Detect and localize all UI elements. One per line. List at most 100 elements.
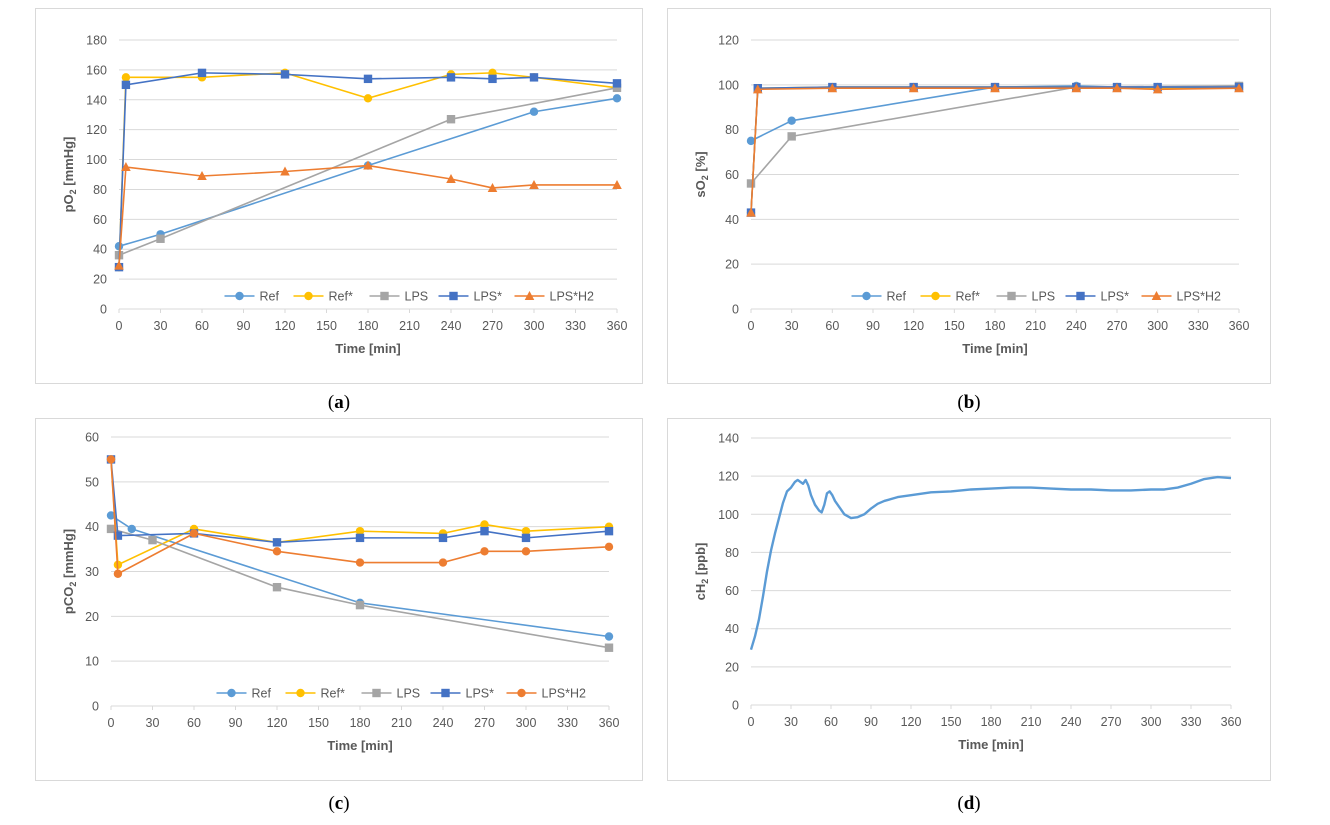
- chart-c-x-tick: 60: [187, 716, 201, 730]
- chart-a-x-tick: 90: [237, 319, 251, 333]
- chart-d-x-tick: 270: [1101, 715, 1122, 729]
- chart-c-point-lps: [148, 535, 157, 545]
- chart-c-x-tick: 330: [557, 716, 578, 730]
- chart-b-y-tick: 80: [725, 123, 739, 137]
- chart-b-y-tick: 120: [718, 34, 739, 48]
- chart-d-x-tick: 330: [1181, 715, 1202, 729]
- chart-a-y-tick: 60: [93, 213, 107, 227]
- chart-d-svg: 0 20 40 60 80 100 120 140 0 30 60 90 120 150 180 210 240…: [667, 418, 1271, 781]
- caption-d-letter: d: [963, 793, 975, 814]
- chart-c-point-ref: [604, 632, 614, 641]
- chart-b-svg: 0 20 40 60 80 100 120 0 30 60 90 120 150 180 210 240 270…: [667, 8, 1271, 384]
- chart-c-legend-item-lps-star: LPS*: [430, 687, 494, 701]
- chart-c-x-tick: 150: [308, 716, 329, 730]
- chart-a-legend-item-ref: Ref: [224, 290, 279, 304]
- chart-a-x-tick: 180: [358, 319, 379, 333]
- chart-a-legend-item-ref-star: Ref*: [293, 290, 353, 304]
- chart-a-frame: [35, 8, 643, 384]
- chart-a-x-tick: 150: [316, 319, 337, 333]
- chart-b-legend-label-lps-starh2: LPS*H2: [1177, 290, 1222, 304]
- chart-c-point-lps: [272, 582, 282, 592]
- chart-c-y-tick: 20: [85, 610, 99, 624]
- chart-a-y-tick: 180: [86, 34, 107, 48]
- chart-a-point-lps-starh2: [363, 160, 373, 170]
- chart-c-x-tick: 180: [350, 716, 371, 730]
- chart-c-point-ref: [106, 511, 116, 520]
- chart-b-x-tick: 30: [785, 319, 799, 333]
- chart-c-legend-marker-ref-star: [296, 688, 305, 698]
- chart-c-point-lps-starh2: [480, 547, 489, 556]
- chart-c-x-tick: 120: [267, 716, 288, 730]
- chart-c-point-lps-star: [480, 526, 489, 536]
- chart-a-point-lps-starh2: [446, 173, 456, 183]
- chart-a-x-tick: 360: [607, 319, 628, 333]
- chart-c-point-lps-star: [438, 533, 448, 543]
- chart-b-legend-marker-ref: [862, 291, 871, 301]
- chart-a-legend-marker-ref: [235, 291, 244, 301]
- caption-b: (b): [957, 392, 980, 414]
- chart-c-y-tick: 10: [85, 655, 99, 669]
- chart-c-x-tick: 0: [108, 716, 115, 730]
- chart-c-x-axis-title: Time [min]: [327, 738, 393, 753]
- chart-a-y-tick: 140: [86, 93, 107, 107]
- chart-c-y-axis-title: pCO2 [mmHg]: [61, 529, 78, 614]
- chart-b-point-lps: [787, 132, 796, 141]
- chart-c-point-lps-starh2: [106, 455, 116, 464]
- chart-c-y-tick: 60: [85, 431, 99, 445]
- chart-a-point-ref: [529, 107, 539, 116]
- chart-c-point-lps-star: [272, 538, 282, 547]
- chart-b-y-tick: 100: [718, 78, 739, 92]
- chart-a-point-lps-starh2: [121, 162, 131, 172]
- chart-a-x-tick: 210: [399, 319, 420, 333]
- chart-b-legend-marker-lps-starh2: [1151, 291, 1162, 300]
- chart-d-y-axis-title: cH2 [ppb]: [693, 543, 710, 601]
- chart-a-point-ref-star: [121, 73, 131, 82]
- chart-b-point-lps-starh2: [1071, 83, 1082, 93]
- chart-c-legend-item-ref: Ref: [216, 687, 271, 701]
- chart-b-x-tick: 150: [944, 319, 965, 333]
- chart-a-point-lps-starh2: [197, 170, 207, 180]
- chart-c-y-tick: 50: [85, 475, 99, 489]
- chart-a-y-tick: 40: [93, 243, 107, 257]
- chart-a-legend-label-lps: LPS: [405, 290, 429, 304]
- caption-a-open: (: [327, 392, 335, 413]
- chart-c-legend-item-lps-starh2: LPS*H2: [506, 687, 586, 701]
- chart-a-x-tick: 0: [116, 319, 123, 333]
- chart-a-y-tick: 100: [86, 153, 107, 167]
- chart-c-point-lps: [355, 600, 365, 610]
- chart-c-x-tick: 210: [391, 716, 412, 730]
- chart-d-y-tick: 100: [718, 508, 739, 522]
- chart-a-legend-marker-ref-star: [304, 291, 313, 301]
- chart-c-point-lps-star: [355, 533, 365, 543]
- caption-b-open: (: [957, 392, 964, 413]
- chart-c-x-tick: 270: [474, 716, 495, 730]
- chart-b-legend-marker-lps: [1007, 291, 1016, 301]
- chart-c-point-lps-starh2: [521, 547, 531, 556]
- chart-a-point-lps-star: [446, 73, 456, 82]
- chart-b-point-lps-starh2: [827, 83, 838, 93]
- chart-a-legend-item-lps-star: LPS*: [438, 290, 502, 304]
- chart-b-legend-marker-lps-star: [1076, 291, 1085, 301]
- chart-a-legend-item-lps: LPS: [369, 290, 429, 304]
- chart-c-legend-item-ref-star: Ref*: [285, 687, 345, 701]
- chart-c-point-ref: [127, 524, 136, 534]
- chart-b-point-ref: [746, 136, 756, 146]
- chart-a-point-lps-star: [488, 74, 497, 84]
- chart-b-x-tick: 90: [866, 319, 880, 333]
- chart-b-y-tick: 60: [725, 168, 739, 182]
- chart-c-point-lps-starh2: [355, 558, 365, 567]
- chart-c-point-lps-starh2: [604, 542, 614, 552]
- chart-b-x-tick: 180: [985, 319, 1006, 333]
- chart-d-x-tick: 120: [901, 715, 922, 729]
- chart-a-svg: 0 20 40 60 80 100 120 140 160 180 0 30 60 90 120 150 180…: [35, 8, 643, 384]
- chart-a-y-axis-title: pO2 [mmHg]: [61, 137, 78, 213]
- caption-a-letter: a: [334, 392, 344, 413]
- chart-b-x-tick: 0: [748, 319, 755, 333]
- chart-c-svg: 0 10 20 30 40 50 60 0 30 60 90 120 150 180 210 240 270 30…: [35, 418, 643, 781]
- chart-d-y-tick: 20: [725, 660, 739, 674]
- chart-b-legend-label-ref: Ref: [887, 290, 907, 304]
- chart-c-point-lps-starh2: [272, 547, 282, 556]
- chart-c-line-ref: [110, 514, 610, 638]
- chart-b-point-ref: [787, 116, 796, 125]
- chart-c-legend-item-lps: LPS: [361, 687, 420, 701]
